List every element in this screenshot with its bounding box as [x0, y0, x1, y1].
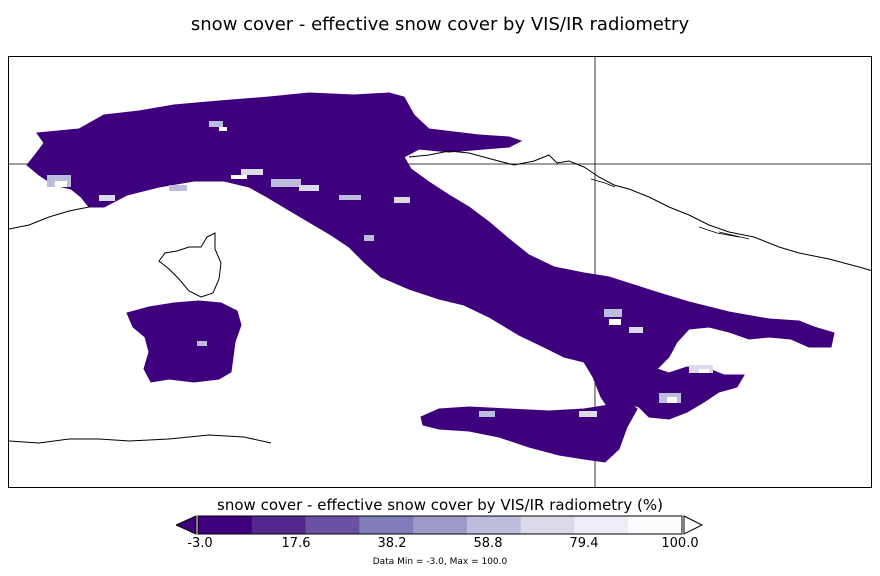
colorbar-tick-label: 58.8 [473, 536, 503, 551]
colorbar-tick-label: -3.0 [187, 536, 213, 551]
colorbar-overflow-arrow [683, 515, 704, 535]
mainland-italy [26, 92, 835, 420]
colorbar-tick-label: 38.2 [377, 536, 407, 551]
sicily [420, 401, 638, 463]
sardinia [126, 300, 242, 383]
colorbar-bin [628, 516, 683, 534]
north-africa-coastline [9, 434, 272, 444]
data-range-note: Data Min = -3.0, Max = 100.0 [372, 557, 508, 567]
colorbar-bin [359, 516, 414, 534]
colorbar-bin [574, 516, 629, 534]
italy-snow-cover-map [9, 57, 871, 487]
western-coastline [9, 206, 90, 230]
colorbar-bin [305, 516, 360, 534]
corsica-outline [158, 232, 222, 298]
balkan-coastline [408, 150, 871, 271]
colorbar-tick-label: 79.4 [569, 536, 599, 551]
colorbar-bins [198, 516, 683, 534]
colorbar [176, 515, 704, 535]
colorbar-bin [466, 516, 522, 534]
chart-title: snow cover - effective snow cover by VIS… [190, 14, 690, 35]
colorbar-bin [413, 516, 468, 534]
colorbar-underflow-arrow [176, 515, 197, 535]
colorbar-tick-label: 100.0 [661, 536, 699, 551]
colorbar-border [197, 515, 683, 535]
colorbar-label: snow cover - effective snow cover by VIS… [217, 496, 663, 514]
colorbar-bin [251, 516, 307, 534]
colorbar-tick-label: 17.6 [281, 536, 311, 551]
snow-patches [47, 121, 713, 417]
balkan-islands [590, 178, 750, 240]
colorbar-bin [520, 516, 575, 534]
map-panel [8, 56, 872, 488]
colorbar-bin [198, 516, 253, 534]
